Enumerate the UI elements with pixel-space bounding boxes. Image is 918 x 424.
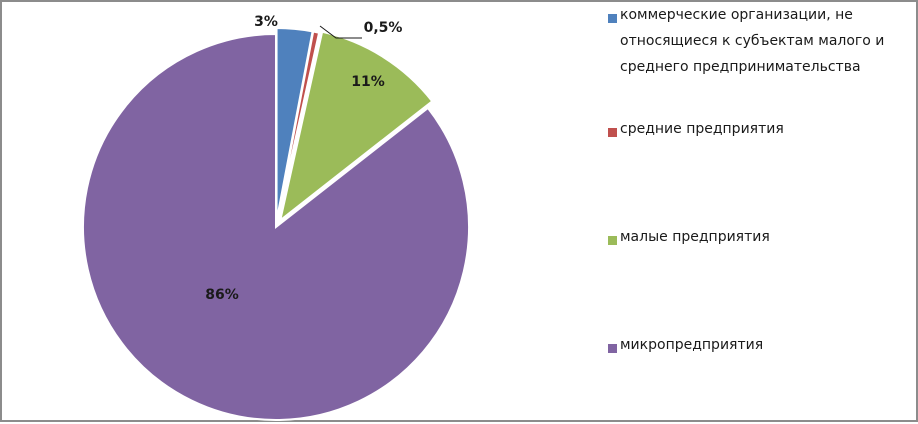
data-label-micro: 86% <box>205 287 239 303</box>
pie-slice-medium <box>276 30 321 222</box>
legend-label-small: малые предприятия <box>620 229 770 245</box>
legend-swatch-small <box>608 236 617 245</box>
pie-slice-small <box>278 30 434 223</box>
pie-chart: 3% 0,5% 11% 86% <box>82 14 470 421</box>
legend-label-medium: средние предприятия <box>620 121 784 137</box>
legend-item-micro: микропредприятия <box>608 337 908 358</box>
data-label-commercial: 3% <box>254 14 278 30</box>
legend-item-commercial: коммерческие организации, не относящиеся… <box>608 7 908 80</box>
data-label-medium: 0,5% <box>364 20 403 36</box>
legend-label-micro: микропредприятия <box>620 337 764 353</box>
data-label-small: 11% <box>351 74 385 90</box>
legend-item-medium: средние предприятия <box>608 121 908 142</box>
legend-swatch-commercial <box>608 14 617 23</box>
legend-swatch-medium <box>608 128 617 137</box>
legend-item-small: малые предприятия <box>608 229 908 250</box>
leader-line-medium <box>319 25 362 39</box>
legend-swatch-micro <box>608 344 617 353</box>
legend-label-commercial: коммерческие организации, не относящиеся… <box>620 7 885 75</box>
pie-slice-micro <box>82 32 470 421</box>
